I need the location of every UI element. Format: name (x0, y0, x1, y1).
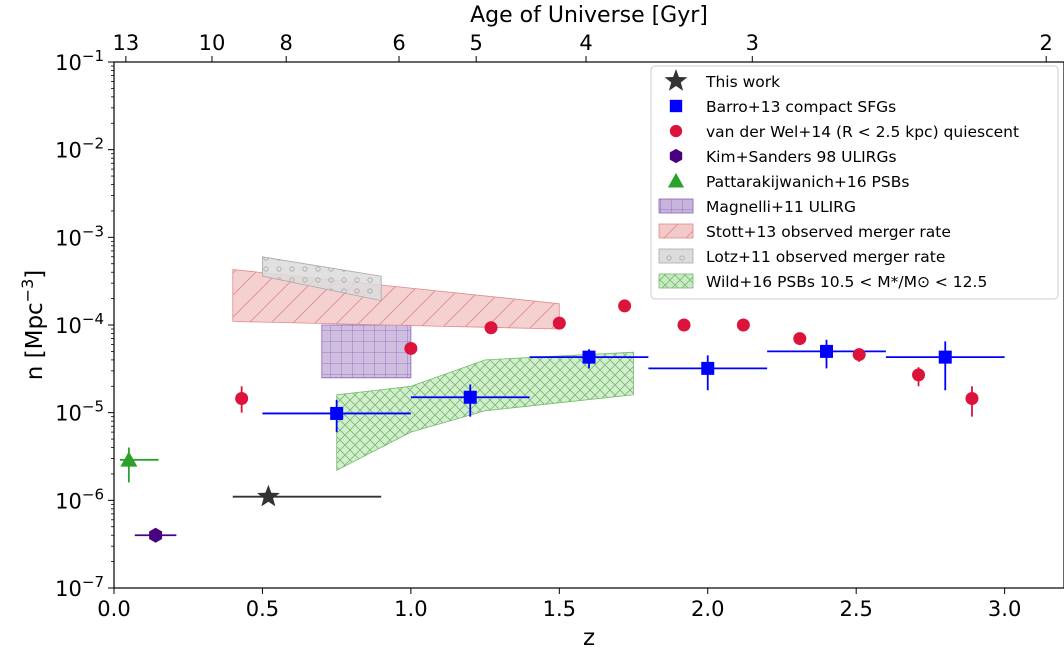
legend-label: Pattarakijwanich+16 PSBs (706, 173, 909, 191)
y-tick-label: 10−4 (55, 310, 104, 338)
square-point (939, 351, 952, 364)
circle-point (853, 348, 866, 361)
x-tick-label: 1.5 (543, 597, 576, 621)
legend-label: Lotz+11 observed merger rate (706, 248, 945, 266)
legend-label: Magnelli+11 ULIRG (706, 198, 856, 216)
legend-label: Wild+16 PSBs 10.5 < M*/M⊙ < 12.5 (706, 273, 987, 291)
circle-point (235, 392, 248, 405)
top-tick-label: 2 (1040, 31, 1053, 55)
legend: This work Barro+13 compact SFGs van der We… (651, 66, 1058, 299)
data-markers (120, 299, 978, 542)
y-axis-label-exponent: −3 (18, 279, 37, 303)
legend-swatch-hatch (659, 199, 693, 213)
x-axis-label: z (583, 625, 595, 651)
top-tick-label: 10 (199, 31, 226, 55)
circle-point (912, 368, 925, 381)
legend-label: Kim+Sanders 98 ULIRGs (706, 148, 897, 166)
y-tick-label: 10−2 (55, 135, 104, 163)
square-point (464, 391, 477, 404)
x-tick-label: 1.0 (394, 597, 427, 621)
y-axis-label-close: ] (22, 270, 48, 279)
legend-marker (670, 125, 682, 137)
y-tick-label: 10−3 (55, 222, 104, 250)
legend-label: This work (705, 73, 780, 91)
y-tick-label: 10−5 (55, 398, 104, 426)
circle-point (965, 392, 978, 405)
x-tick-label: 3.0 (988, 597, 1021, 621)
star-point (257, 485, 280, 507)
square-point (701, 362, 714, 375)
y-tick-label: 10−6 (55, 485, 104, 513)
shaded-regions (233, 257, 634, 471)
circle-point (618, 299, 631, 312)
top-tick-label: 13 (113, 31, 140, 55)
x-tick-label: 0.0 (97, 597, 130, 621)
legend-label: Stott+13 observed merger rate (706, 223, 951, 241)
top-axis-label: Age of Universe [Gyr] (470, 3, 708, 28)
top-tick-label: 8 (280, 31, 293, 55)
y-axis-label: n [Mpc−3] (18, 270, 48, 381)
top-tick-label: 6 (392, 31, 405, 55)
y-tick-label: 10−1 (55, 47, 104, 75)
legend-label: van der Wel+14 (R < 2.5 kpc) quiescent (706, 123, 1019, 141)
x-tick-label: 2.5 (839, 597, 872, 621)
top-tick-label: 5 (470, 31, 483, 55)
legend-swatch-hatch (659, 274, 693, 288)
legend-label: Barro+13 compact SFGs (706, 98, 896, 116)
square-point (583, 351, 596, 364)
circle-point (553, 317, 566, 330)
top-tick-label: 4 (579, 31, 592, 55)
y-axis-label-main: n [Mpc (22, 302, 48, 380)
x-tick-label: 0.5 (246, 597, 279, 621)
legend-marker (670, 100, 682, 112)
legend-swatch-hatch (659, 224, 693, 238)
circle-point (404, 342, 417, 355)
x-tick-label: 2.0 (691, 597, 724, 621)
circle-point (678, 319, 691, 332)
circle-point (485, 321, 498, 334)
hexagon-point (149, 528, 162, 543)
top-tick-label: 3 (746, 31, 759, 55)
circle-point (793, 332, 806, 345)
circle-point (737, 319, 750, 332)
region-magnelli-11-hatch (322, 325, 411, 378)
square-point (820, 345, 833, 358)
legend-swatch-hatch (659, 249, 693, 263)
square-point (330, 407, 343, 420)
